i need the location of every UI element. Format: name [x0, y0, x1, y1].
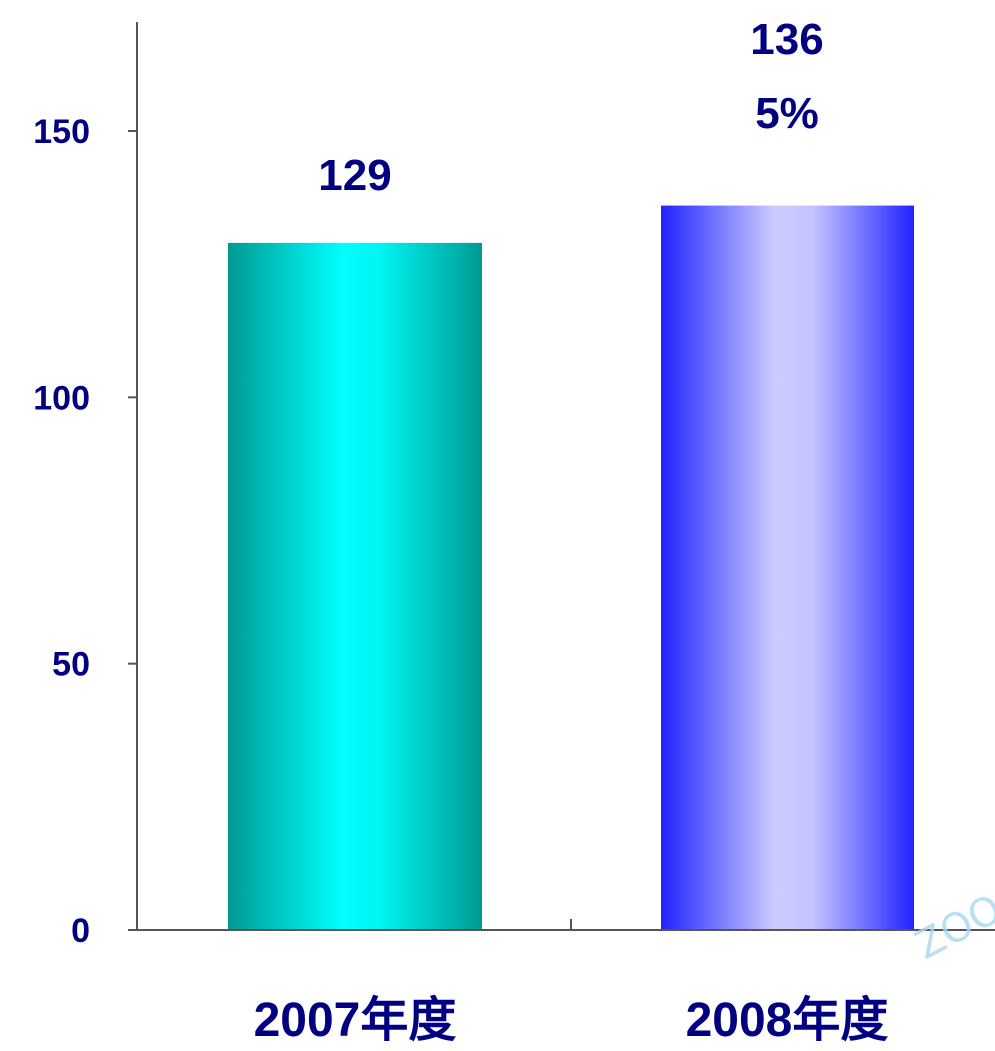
x-category-label: 2008年度	[686, 994, 889, 1047]
growth-label: 5%	[755, 89, 819, 138]
y-tick-label: 100	[33, 379, 90, 417]
y-tick-label: 150	[33, 113, 90, 151]
watermark-text: ZOO	[908, 886, 995, 969]
y-tick-label: 50	[52, 646, 90, 684]
data-label-2008: 136	[750, 15, 823, 64]
data-label-2007: 129	[318, 151, 391, 200]
x-category-label: 2007年度	[254, 994, 457, 1047]
bars-group	[228, 205, 914, 931]
bar-2	[661, 205, 914, 930]
axes-group	[128, 22, 995, 931]
labels-group: 0 50 100 150 129 136 5% 2007年度 2008年度	[33, 15, 888, 1047]
bar-1	[228, 242, 482, 931]
y-tick-label: 0	[71, 912, 90, 950]
